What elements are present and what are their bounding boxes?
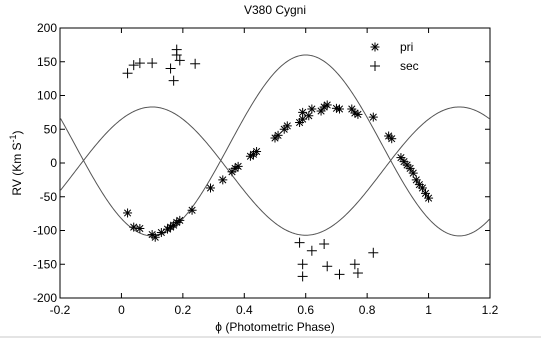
sec-point-3 xyxy=(147,58,158,69)
sec-point-7 xyxy=(171,50,182,60)
pri-point-21 xyxy=(273,130,283,140)
sec-point-2 xyxy=(134,58,145,69)
pri-point-23 xyxy=(282,121,292,131)
pri-point-37 xyxy=(368,112,378,122)
x-tick-label-1: 0 xyxy=(118,303,125,317)
sec-point-9 xyxy=(190,58,201,69)
y-tick-label-7: 150 xyxy=(37,55,57,69)
pri-point-48 xyxy=(421,188,430,198)
sec-point-18 xyxy=(352,268,363,279)
sec-point-11 xyxy=(297,259,308,270)
pri-point-1 xyxy=(129,222,139,232)
x-tick-label-2: 0.2 xyxy=(175,303,192,317)
pri-point-16 xyxy=(233,161,243,171)
pri-point-31 xyxy=(322,100,332,110)
sec-point-13 xyxy=(306,245,317,256)
sec-point-0 xyxy=(122,68,133,79)
x-axis-label: ϕ (Photometric Phase) xyxy=(215,320,334,334)
plot-area: -0.2 0 0.2 0.4 0.6 0.8 1 1.2 -200 -150 -100 -50 0 50 1… xyxy=(33,21,499,317)
pri-point-40 xyxy=(396,153,406,163)
pri-point-0 xyxy=(123,208,133,218)
legend-label-pri: pri xyxy=(400,40,413,54)
series-pri xyxy=(123,100,434,242)
y-axis-label-superscript: -1 xyxy=(8,134,18,142)
x-tick-label-4: 0.6 xyxy=(297,303,314,317)
y-tick-label-1: -150 xyxy=(33,257,57,271)
pri-point-36 xyxy=(353,109,363,119)
sec-point-4 xyxy=(165,63,176,74)
pri-point-26 xyxy=(298,107,308,117)
x-tick-label-0: -0.2 xyxy=(50,303,71,317)
y-tick-label-2: -100 xyxy=(33,224,57,238)
sec-point-8 xyxy=(174,55,185,66)
legend-marker-pri xyxy=(370,42,380,52)
pri-point-5 xyxy=(156,228,166,238)
y-axis-label: RV (Km S-1) xyxy=(8,130,24,195)
sec-point-10 xyxy=(294,237,305,248)
pri-point-43 xyxy=(405,163,415,173)
curve-sec-fit xyxy=(60,54,490,237)
sec-point-12 xyxy=(297,271,308,282)
sec-point-19 xyxy=(368,247,379,258)
y-axis-label-close: ) xyxy=(10,130,24,134)
pri-point-45 xyxy=(411,175,421,185)
x-tick-label-3: 0.4 xyxy=(236,303,253,317)
y-tick-label-6: 100 xyxy=(37,89,57,103)
x-tick-label-5: 0.8 xyxy=(359,303,376,317)
legend-marker-sec xyxy=(370,61,380,71)
y-tick-label-3: -50 xyxy=(40,190,58,204)
sec-point-5 xyxy=(168,75,179,86)
x-tick-label-6: 1 xyxy=(425,303,432,317)
curve-pri-fit xyxy=(60,106,490,236)
axes-box xyxy=(59,27,491,299)
pri-point-7 xyxy=(166,222,176,232)
y-tick-label-0: -200 xyxy=(33,291,57,305)
pri-point-11 xyxy=(187,205,197,215)
pri-point-19 xyxy=(252,147,262,157)
pri-point-27 xyxy=(304,111,314,121)
sec-point-16 xyxy=(334,269,345,280)
pri-point-49 xyxy=(424,193,434,203)
pri-point-39 xyxy=(387,134,397,144)
pri-point-4 xyxy=(150,232,160,242)
sec-point-1 xyxy=(128,60,139,71)
pri-point-10 xyxy=(175,215,185,225)
pri-point-33 xyxy=(335,104,344,114)
pri-point-44 xyxy=(408,168,418,178)
y-tick-label-5: 50 xyxy=(44,122,58,136)
series-sec xyxy=(122,44,379,282)
y-axis-label-main: RV (Km S xyxy=(10,142,24,195)
sec-point-14 xyxy=(319,239,330,249)
x-tick-label-7: 1.2 xyxy=(482,303,499,317)
pri-point-28 xyxy=(307,104,317,114)
legend: pri sec xyxy=(370,40,419,73)
legend-label-sec: sec xyxy=(400,59,419,73)
sec-point-17 xyxy=(349,259,360,270)
pri-point-2 xyxy=(135,223,145,233)
pri-point-12 xyxy=(206,183,215,193)
y-tick-label-4: 0 xyxy=(50,156,57,170)
y-tick-label-8: 200 xyxy=(37,21,57,35)
chart-title: V380 Cygni xyxy=(244,3,306,17)
pri-point-25 xyxy=(298,114,308,124)
pri-point-13 xyxy=(218,175,228,185)
sec-point-15 xyxy=(322,261,333,272)
